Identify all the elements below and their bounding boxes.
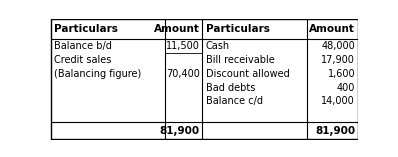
Text: 400: 400 xyxy=(337,83,355,93)
Text: Amount: Amount xyxy=(154,24,200,34)
Text: 14,000: 14,000 xyxy=(321,97,355,106)
Text: 11,500: 11,500 xyxy=(166,41,200,51)
Text: Balance b/d: Balance b/d xyxy=(55,41,112,51)
Text: Cash: Cash xyxy=(205,41,230,51)
Text: 81,900: 81,900 xyxy=(315,126,355,136)
Text: Bill receivable: Bill receivable xyxy=(205,55,274,65)
Text: (Balancing figure): (Balancing figure) xyxy=(55,69,142,79)
Text: 1,600: 1,600 xyxy=(328,69,355,79)
Text: Particulars: Particulars xyxy=(205,24,269,34)
Text: 81,900: 81,900 xyxy=(160,126,200,136)
Text: Bad debts: Bad debts xyxy=(205,83,255,93)
Text: Credit sales: Credit sales xyxy=(55,55,112,65)
Text: Particulars: Particulars xyxy=(55,24,118,34)
Text: Discount allowed: Discount allowed xyxy=(205,69,289,79)
Text: 17,900: 17,900 xyxy=(321,55,355,65)
Text: 70,400: 70,400 xyxy=(166,69,200,79)
Text: 48,000: 48,000 xyxy=(321,41,355,51)
Text: Amount: Amount xyxy=(309,24,355,34)
Text: Balance c/d: Balance c/d xyxy=(205,97,263,106)
